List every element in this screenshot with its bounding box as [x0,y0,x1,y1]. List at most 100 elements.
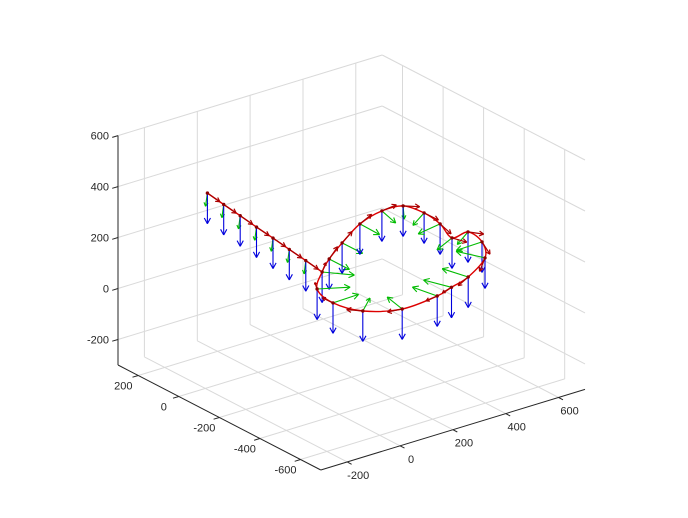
frame-tangent-arrow [328,246,339,260]
frame-tangent-arrow-head [392,204,397,210]
x-tick-label: 200 [455,438,473,450]
path-sample-marker [358,222,362,226]
frame-tangent-arrow-head [457,281,461,286]
frame-tangent-arrow-head [387,308,392,313]
path-sample-marker [435,294,439,298]
grid-line [117,258,383,340]
path-sample-marker [222,202,226,207]
frame-tangent-arrow [479,257,486,272]
z-tick-label: -200 [87,335,109,347]
y-tick-label: 200 [114,381,132,393]
frame-lateral-arrow-head [285,258,289,263]
grid-line [381,105,586,212]
y-tick-label: -600 [274,465,296,477]
frame-lateral-arrow-head [393,217,397,224]
frame-lateral-arrow [412,286,438,297]
frame-lateral-arrow-head [389,221,396,224]
frame-down-arrow-head [272,262,277,269]
frame-lateral-arrow [362,297,371,312]
frame-lateral-arrow [412,212,425,226]
frame-tangent-arrow [442,286,452,294]
x-tick-label: 0 [408,454,414,466]
frame-lateral-arrow-head [343,283,351,288]
frame-down-arrow-head [362,335,367,342]
path-sample-marker [361,309,365,313]
grid-line [117,207,383,289]
frame-down-arrow-head [448,262,453,269]
grid-line [300,378,565,460]
z-tick-label: 400 [91,182,109,194]
frame-tangent-arrow-head [478,233,484,237]
frame-down-arrow-head [447,311,452,319]
frame-down-arrow-head [203,217,208,224]
x-tick-mark [452,429,458,433]
frame-tangent-arrow [439,223,452,235]
frame-lateral-arrow-head [457,242,463,246]
grid-line [117,105,383,188]
path-sample-marker [287,247,291,252]
frame-tangent-arrow-head [299,253,303,259]
frame-down-arrow-head [433,320,438,327]
frame-lateral-arrow-head [345,263,350,270]
frame-lateral-arrow-head [455,249,463,252]
frame-down-arrow-head [356,248,361,255]
path-sample-marker [483,256,487,260]
frame-down-arrow-head [401,333,406,340]
frame-lateral-arrow [341,242,363,254]
frame-lateral-arrow-head [437,248,444,251]
path-sample-marker [422,211,426,215]
frame-tangent-arrow-head [485,251,491,255]
z-tick-label: 0 [103,284,109,296]
x-tick-label: 400 [508,422,526,434]
frame-lateral-arrow [436,237,453,251]
frame-lateral-arrow [317,286,351,290]
frame-down-arrow-head [359,335,364,342]
frame-lateral-arrow-head [423,279,429,285]
frame-tangent-arrow [451,237,467,243]
frame-down-arrow-head [436,320,441,327]
frame-down-arrow-head [223,229,228,236]
frame-down-arrow-head [484,282,489,289]
frame-tangent-arrow [467,231,484,235]
path-sample-marker [480,240,484,244]
frame-tangent-arrow-head [479,267,484,272]
frame-down-arrow-head [451,262,456,269]
frame-tangent-arrow [256,226,270,237]
frame-lateral-arrow [328,258,350,270]
path-sample-marker [271,236,275,240]
frame-lateral-arrow-head [203,202,207,207]
frame-tangent-arrow [387,308,403,313]
frame-tangent-arrow-head [313,268,319,270]
y-tick-mark [132,375,139,378]
frame-tangent-arrow-head [336,246,339,252]
x-tick-label: -200 [347,470,369,482]
y-tick-mark [253,438,261,441]
frame-lateral-arrow-head [455,245,462,251]
frame-tangent-arrow-head [414,206,420,210]
frame-tangent-arrow-head [347,230,353,234]
frame-down-arrow-head [464,256,469,263]
frame-lateral-arrow-head [387,296,394,299]
frame-down-arrow-head [359,248,364,255]
frame-down-arrow-head [236,240,241,247]
frame-tangent-arrow-head [435,215,439,221]
z-tick-mark [112,186,119,189]
frame-down-arrow-head [420,237,425,244]
frame-lateral-arrow-head [348,274,355,279]
frame-down-arrow-head [402,230,407,237]
path-sample-marker [450,236,454,240]
frame-tangent-arrow [481,241,491,255]
frame-lateral-arrow-head [412,223,419,226]
y-tick-label: -400 [234,444,256,456]
frame-lateral-arrow-head [352,292,359,295]
path-sample-marker [438,222,442,226]
path-sample-marker [466,275,470,279]
frame-lateral-arrow-head [441,268,448,274]
frame-down-arrow-head [302,285,307,292]
y-tick-label: -200 [193,423,215,435]
path-sample-marker [449,285,454,289]
frame-down-arrow-head [398,333,403,340]
frame-tangent-arrow-head [231,212,237,214]
frame-tangent-arrow-head [425,297,429,302]
